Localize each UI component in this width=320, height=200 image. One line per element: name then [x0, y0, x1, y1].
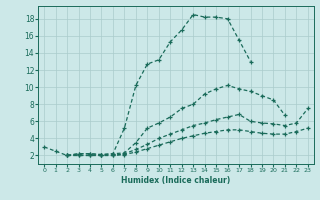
X-axis label: Humidex (Indice chaleur): Humidex (Indice chaleur) — [121, 176, 231, 185]
